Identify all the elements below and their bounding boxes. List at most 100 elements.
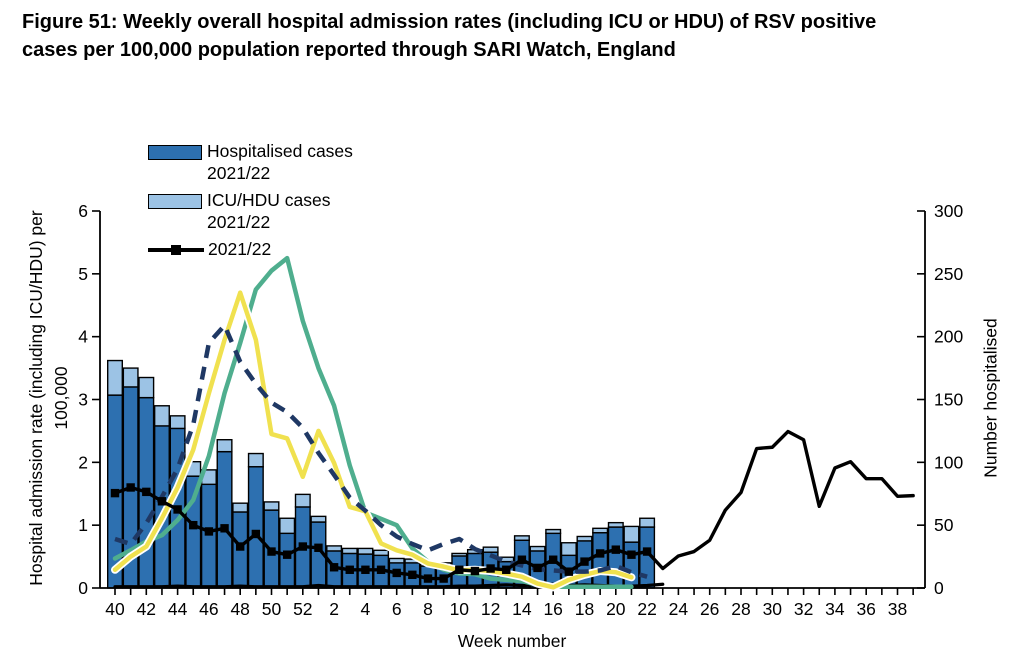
rate-marker-week-42 bbox=[142, 487, 151, 497]
rate-marker-week-21 bbox=[627, 550, 636, 559]
bar-icu-hdu-week-18 bbox=[576, 535, 593, 542]
legend-label: ICU/HDU cases 2021/22 bbox=[207, 190, 331, 233]
bar-icu-hdu-week-21 bbox=[623, 525, 640, 543]
rate-marker-week-8 bbox=[423, 574, 433, 583]
rate-marker-week-5 bbox=[376, 565, 386, 574]
bar-icu-hdu-week-20 bbox=[607, 521, 624, 528]
legend-item-icu-hdu: ICU/HDU cases 2021/22 bbox=[148, 190, 353, 233]
line-marker-swatch-icon bbox=[148, 248, 204, 252]
right-tick-label: 0 bbox=[934, 578, 944, 598]
rate-marker-week-11 bbox=[470, 566, 480, 576]
rate-marker-week-14 bbox=[517, 555, 527, 564]
bar-icu-hdu-week-52 bbox=[294, 493, 311, 508]
legend-item-rate-line: 2021/22 bbox=[148, 239, 353, 261]
rate-marker-week-19 bbox=[595, 549, 605, 558]
rate-marker-week-48 bbox=[236, 542, 245, 551]
right-tick-label: 250 bbox=[934, 264, 963, 284]
legend-label: 2021/22 bbox=[208, 239, 271, 261]
x-tick-label: 18 bbox=[575, 599, 594, 619]
rate-marker-week-49 bbox=[251, 529, 261, 539]
rate-marker-week-18 bbox=[580, 557, 589, 566]
x-tick-label: 52 bbox=[293, 599, 312, 619]
x-tick-label: 48 bbox=[230, 599, 249, 619]
bar-icu-hdu-week-15 bbox=[529, 545, 546, 552]
bar-icu-hdu-week-6 bbox=[388, 557, 405, 564]
bar-hospitalised-week-47 bbox=[216, 450, 233, 589]
bar-icu-hdu-week-2 bbox=[326, 545, 343, 552]
bar-icu-hdu-week-42 bbox=[138, 376, 155, 399]
x-tick-label: 30 bbox=[763, 599, 783, 619]
rate-marker-week-9 bbox=[439, 574, 448, 583]
bar-icu-hdu-week-40 bbox=[106, 359, 123, 396]
x-tick-label: 42 bbox=[137, 599, 156, 619]
x-tick-label: 32 bbox=[794, 599, 813, 619]
x-tick-label: 28 bbox=[731, 599, 750, 619]
x-tick-label: 50 bbox=[262, 599, 282, 619]
rate-marker-week-4 bbox=[361, 565, 370, 574]
x-tick-label: 24 bbox=[669, 599, 689, 619]
x-tick-label: 44 bbox=[168, 599, 188, 619]
x-tick-label: 16 bbox=[543, 599, 562, 619]
rate-marker-week-2 bbox=[329, 563, 339, 572]
bar-icu-hdu-week-3 bbox=[341, 547, 358, 555]
rate-markers-group bbox=[110, 483, 652, 583]
legend-text: 2021/22 bbox=[208, 239, 272, 259]
legend-text: 2021/22 bbox=[207, 211, 271, 232]
rate-marker-week-22 bbox=[642, 547, 652, 556]
rate-marker-week-47 bbox=[220, 524, 229, 533]
rate_2021_22-line bbox=[113, 429, 915, 581]
rate-marker-week-20 bbox=[611, 545, 620, 554]
x-tick-label: 10 bbox=[450, 599, 470, 619]
rate-marker-week-45 bbox=[189, 520, 198, 530]
right-tick-label: 200 bbox=[934, 327, 963, 347]
rate-marker-week-40 bbox=[110, 488, 120, 498]
bar-icu-hdu-week-10 bbox=[451, 552, 468, 557]
bar-icu-hdu-week-50 bbox=[263, 501, 280, 511]
left-tick-label: 2 bbox=[78, 452, 88, 472]
x-tick-label: 38 bbox=[888, 599, 907, 619]
x-tick-label: 36 bbox=[856, 599, 875, 619]
rate-marker-week-6 bbox=[392, 568, 401, 578]
left-tick-label: 1 bbox=[78, 515, 88, 535]
bar-icu-hdu-week-48 bbox=[232, 502, 249, 513]
left-tick-label: 4 bbox=[78, 327, 88, 347]
rate-marker-week-41 bbox=[126, 483, 135, 492]
rate-marker-week-12 bbox=[486, 564, 495, 573]
left-tick-label: 6 bbox=[78, 201, 88, 221]
bar-icu-hdu-week-14 bbox=[513, 535, 530, 541]
rate-marker-week-16 bbox=[549, 555, 558, 564]
rate-marker-week-43 bbox=[157, 497, 167, 506]
figure-title: Figure 51: Weekly overall hospital admis… bbox=[22, 11, 877, 62]
rate-marker-week-15 bbox=[533, 563, 542, 573]
rate-marker-week-1 bbox=[314, 543, 323, 552]
right-tick-label: 100 bbox=[934, 452, 963, 472]
comparison_yellow-line bbox=[112, 290, 634, 590]
rate-marker-week-44 bbox=[173, 505, 182, 514]
rate-marker-week-46 bbox=[204, 527, 214, 536]
rate-marker-week-52 bbox=[298, 542, 307, 551]
x-tick-label: 12 bbox=[481, 599, 500, 619]
bar-hospitalised-week-51 bbox=[279, 532, 296, 589]
legend-item-hospitalised: Hospitalised cases 2021/22 bbox=[148, 141, 353, 184]
x-tick-label: 14 bbox=[512, 599, 532, 619]
bar-icu-hdu-week-5 bbox=[373, 549, 390, 557]
left-tick-label: 3 bbox=[78, 390, 88, 410]
rate-marker-week-50 bbox=[267, 547, 276, 556]
bar-icu-hdu-week-19 bbox=[592, 527, 609, 534]
legend-label: Hospitalised cases 2021/22 bbox=[207, 141, 353, 184]
bar-icu-hdu-week-51 bbox=[279, 517, 296, 535]
rate-marker-week-7 bbox=[408, 570, 417, 580]
bar-hospitalised-week-19 bbox=[592, 532, 609, 589]
x-tick-label: 20 bbox=[606, 599, 626, 619]
x-tick-label: 4 bbox=[361, 599, 371, 619]
icu-hdu-swatch-icon bbox=[148, 194, 202, 209]
x-tick-label: 2 bbox=[329, 599, 339, 619]
legend: Hospitalised cases 2021/22 ICU/HDU cases… bbox=[148, 141, 353, 267]
bar-hospitalised-week-20 bbox=[607, 526, 624, 589]
bar-icu-hdu-week-47 bbox=[216, 439, 233, 453]
bar-icu-hdu-week-44 bbox=[169, 415, 186, 430]
bar-icu-hdu-week-17 bbox=[560, 542, 577, 557]
